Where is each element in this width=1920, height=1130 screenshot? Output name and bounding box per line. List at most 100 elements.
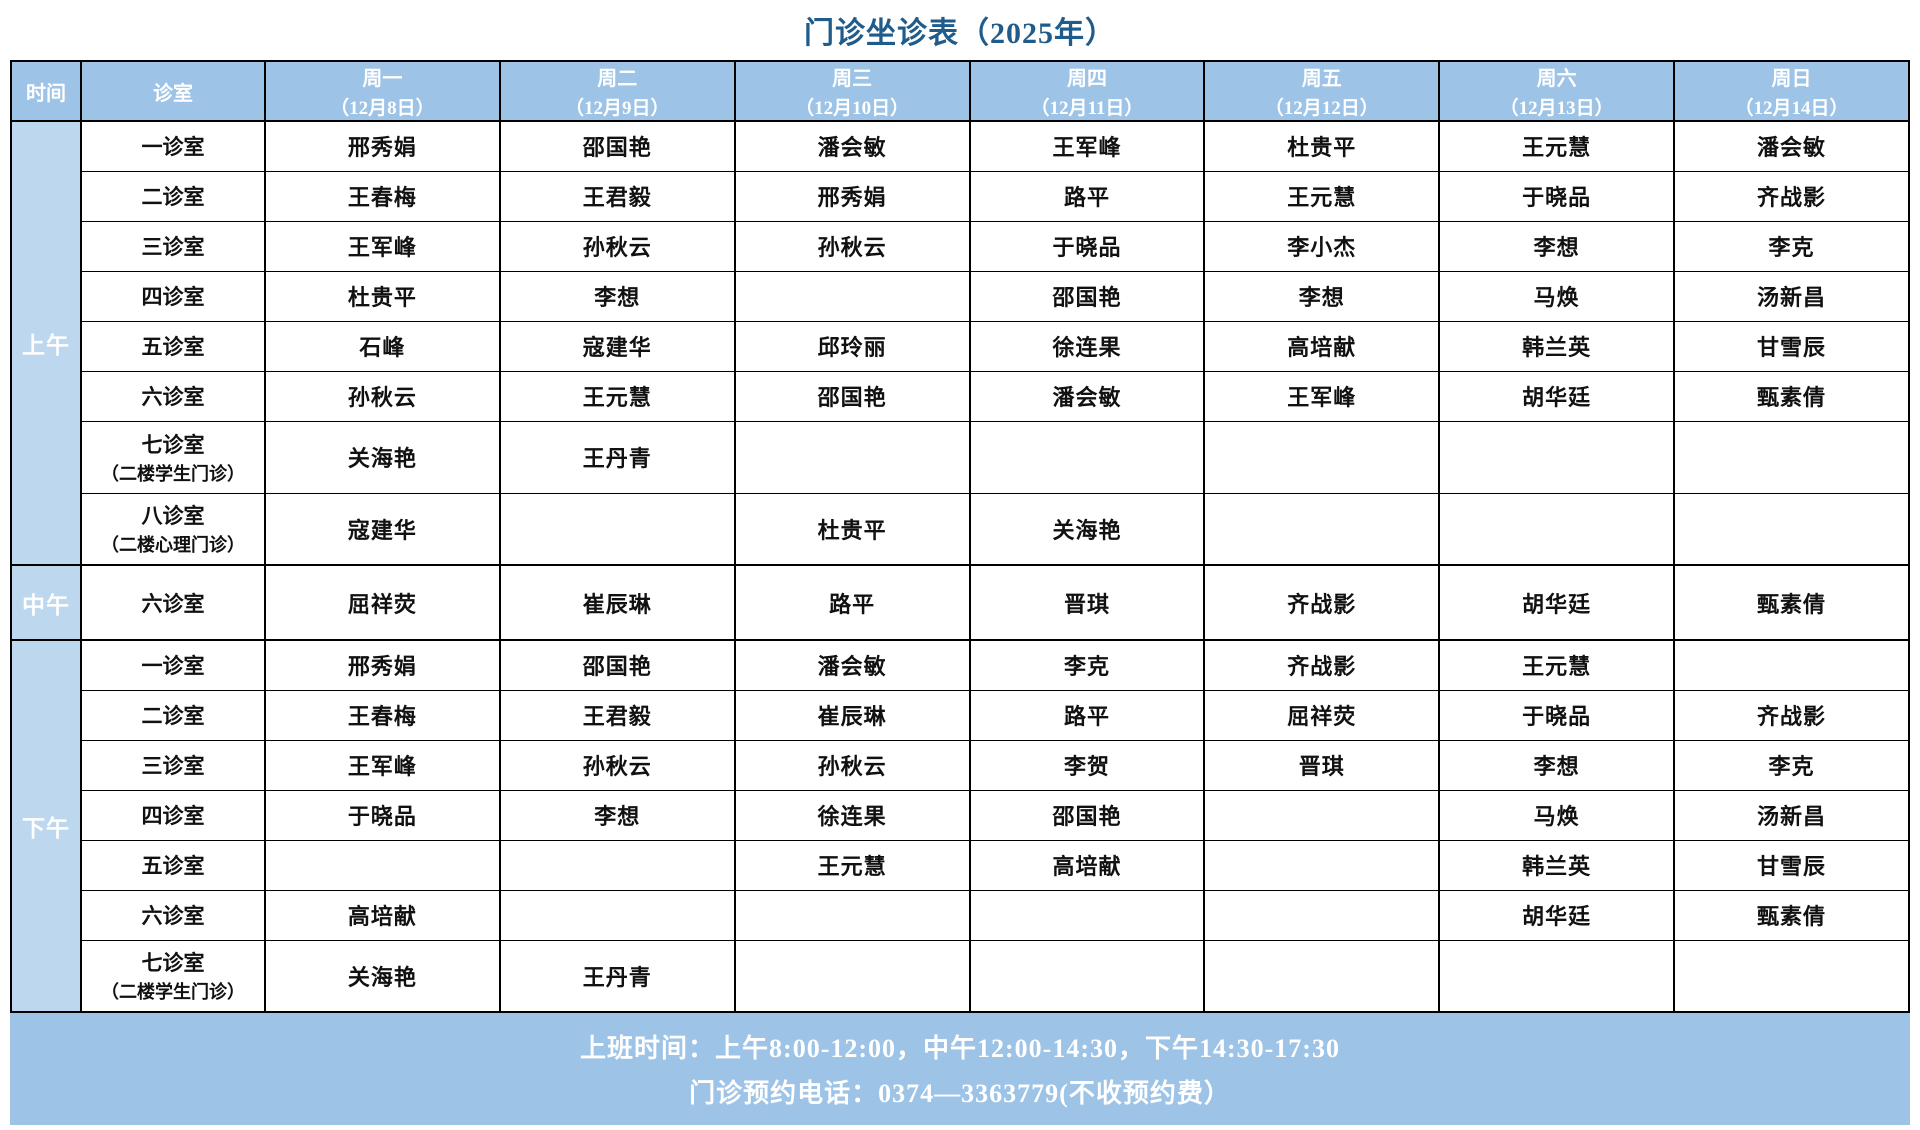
- doctor-name-cell: 王军峰: [1203, 370, 1441, 422]
- header-row: 时间 诊室 周一 （12月8日） 周二 （12月9日） 周三 （12月10日） 周四 （12月…: [10, 60, 1910, 122]
- doctor-name-cell: 杜贵平: [733, 492, 971, 566]
- room-label: 七诊室 （二楼学生门诊）: [80, 939, 266, 1013]
- doctor-name-cell: 邵国艳: [968, 789, 1206, 841]
- doctor-name-cell: 潘会敏: [968, 370, 1206, 422]
- header-date: （12月13日）: [1499, 98, 1614, 119]
- doctor-name-cell: 邵国艳: [498, 639, 736, 691]
- doctor-name-cell: 王军峰: [264, 739, 501, 791]
- doctor-name-cell: 王春梅: [264, 170, 501, 222]
- doctor-name-cell: 王元慧: [1203, 170, 1441, 222]
- doctor-name-cell: 寇建华: [264, 492, 501, 566]
- doctor-name-cell: 屈祥荧: [264, 564, 501, 641]
- header-weekday: 周六: [1536, 68, 1577, 90]
- empty-cell: [1203, 939, 1441, 1013]
- schedule-row: 三诊室 王军峰 孙秋云 孙秋云 李贺 晋琪 李想 李克: [11, 739, 1910, 791]
- room-label: 一诊室: [80, 120, 266, 172]
- doctor-name-cell: 韩兰英: [1438, 839, 1676, 891]
- room-label: 五诊室: [80, 839, 266, 891]
- doctor-name-cell: 路平: [968, 170, 1206, 222]
- header-day: 周四 （12月11日）: [968, 60, 1206, 122]
- empty-cell: [1438, 939, 1676, 1013]
- doctor-name-cell: 邵国艳: [498, 120, 736, 172]
- room-label: 五诊室: [80, 320, 266, 372]
- doctor-name-cell: 汤新昌: [1673, 270, 1910, 322]
- doctor-name-cell: 胡华廷: [1438, 564, 1676, 641]
- empty-cell: [1673, 492, 1910, 566]
- header-date: （12月14日）: [1734, 98, 1849, 119]
- doctor-name-cell: 甘雪辰: [1673, 320, 1910, 372]
- doctor-name-cell: 李想: [1203, 270, 1441, 322]
- doctor-name-cell: 李克: [968, 639, 1206, 691]
- header-weekday: 周一: [362, 68, 403, 90]
- doctor-name-cell: 王春梅: [264, 689, 501, 741]
- room-label: 六诊室: [80, 370, 266, 422]
- header-weekday: 周四: [1066, 68, 1107, 90]
- doctor-name-cell: 汤新昌: [1673, 789, 1910, 841]
- empty-cell: [1673, 420, 1910, 494]
- schedule-row: 二诊室 王春梅 王君毅 邢秀娟 路平 王元慧 于晓品 齐战影: [11, 170, 1910, 222]
- doctor-name-cell: 关海艳: [264, 939, 501, 1013]
- room-label: 四诊室: [80, 789, 266, 841]
- empty-cell: [733, 270, 971, 322]
- doctor-name-cell: 于晓品: [1438, 170, 1676, 222]
- header-date: （12月12日）: [1264, 98, 1379, 119]
- doctor-name-cell: 石峰: [264, 320, 501, 372]
- doctor-name-cell: 高培献: [968, 839, 1206, 891]
- header-date: （12月11日）: [1030, 98, 1144, 119]
- doctor-name-cell: 徐连果: [733, 789, 971, 841]
- schedule-row: 四诊室 杜贵平 李想 邵国艳 李想 马焕 汤新昌: [11, 270, 1910, 322]
- doctor-name-cell: 王君毅: [498, 170, 736, 222]
- schedule-row: 四诊室 于晓品 李想 徐连果 邵国艳 马焕 汤新昌: [11, 789, 1910, 841]
- header-day: 周五 （12月12日）: [1203, 60, 1441, 122]
- doctor-name-cell: 邢秀娟: [264, 120, 501, 172]
- schedule-row: 中午 六诊室 屈祥荧 崔辰琳 路平 晋琪 齐战影 胡华廷 甄素倩: [10, 564, 1910, 641]
- header-weekday: 周日: [1771, 68, 1812, 90]
- schedule-row: 下午 一诊室 邢秀娟 邵国艳 潘会敏 李克 齐战影 王元慧: [10, 639, 1910, 1013]
- doctor-name-cell: 崔辰琳: [498, 564, 736, 641]
- doctor-name-cell: 王君毅: [498, 689, 736, 741]
- header-date: （12月9日）: [565, 98, 670, 119]
- doctor-name-cell: 王丹青: [498, 420, 736, 494]
- room-label: 三诊室: [80, 220, 266, 272]
- doctor-name-cell: 王军峰: [968, 120, 1206, 172]
- empty-cell: [1203, 839, 1441, 891]
- doctor-name-cell: 邵国艳: [733, 370, 971, 422]
- empty-cell: [733, 939, 971, 1013]
- empty-cell: [1203, 789, 1441, 841]
- doctor-name-cell: 潘会敏: [733, 639, 971, 691]
- doctor-name-cell: 胡华廷: [1438, 889, 1676, 941]
- empty-cell: [264, 839, 501, 891]
- room-label: 二诊室: [80, 689, 266, 741]
- empty-cell: [1203, 420, 1441, 494]
- doctor-name-cell: 李小杰: [1203, 220, 1441, 272]
- doctor-name-cell: 晋琪: [968, 564, 1206, 641]
- doctor-name-cell: 李贺: [968, 739, 1206, 791]
- doctor-name-cell: 孙秋云: [498, 220, 736, 272]
- doctor-name-cell: 邢秀娟: [733, 170, 971, 222]
- room-label: 七诊室 （二楼学生门诊）: [80, 420, 266, 494]
- room-label: 一诊室: [80, 639, 266, 691]
- page-title: 门诊坐诊表（2025年）: [804, 17, 1116, 50]
- empty-cell: [733, 420, 971, 494]
- schedule-row: 五诊室 石峰 寇建华 邱玲丽 徐连果 高培献 韩兰英 甘雪辰: [11, 320, 1910, 372]
- room-label: 二诊室: [80, 170, 266, 222]
- doctor-name-cell: 潘会敏: [733, 120, 971, 172]
- header-day: 周二 （12月9日）: [498, 60, 736, 122]
- doctor-name-cell: 路平: [968, 689, 1206, 741]
- doctor-name-cell: 甄素倩: [1673, 889, 1910, 941]
- doctor-name-cell: 李想: [498, 789, 736, 841]
- doctor-name-cell: 于晓品: [264, 789, 501, 841]
- schedule-row: 五诊室 王元慧 高培献 韩兰英 甘雪辰: [11, 839, 1910, 891]
- doctor-name-cell: 王元慧: [1438, 120, 1676, 172]
- header-time-label: 时间: [10, 60, 82, 122]
- schedule-row: 二诊室 王春梅 王君毅 崔辰琳 路平 屈祥荧 于晓品 齐战影: [11, 689, 1910, 741]
- doctor-name-cell: 齐战影: [1203, 564, 1441, 641]
- empty-cell: [733, 889, 971, 941]
- doctor-name-cell: 王军峰: [264, 220, 501, 272]
- empty-cell: [1673, 939, 1910, 1013]
- doctor-name-cell: 孙秋云: [498, 739, 736, 791]
- doctor-name-cell: 杜贵平: [264, 270, 501, 322]
- doctor-name-cell: 关海艳: [968, 492, 1206, 566]
- doctor-name-cell: 李克: [1673, 739, 1910, 791]
- time-section-label: 中午: [10, 564, 82, 641]
